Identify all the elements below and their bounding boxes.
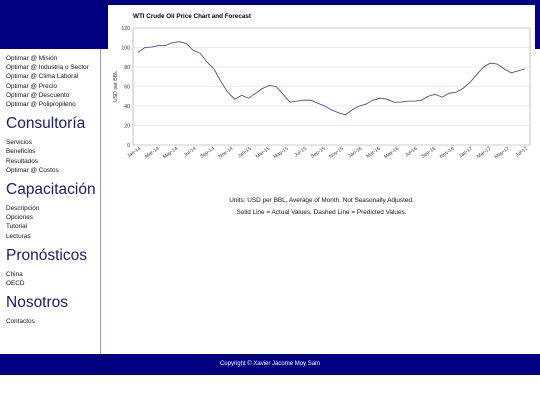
x-tick-label: Mar-15 — [255, 146, 272, 160]
sidebar-section: Nosotros Contactos — [6, 293, 100, 326]
y-tick-label: 120 — [121, 26, 130, 32]
footer: Copyright © Xavier Jácome Moy Sam — [0, 354, 540, 375]
x-tick-label: May-16 — [383, 146, 400, 161]
sidebar-link[interactable]: Resultados — [6, 157, 38, 165]
y-tick-label: 40 — [124, 104, 130, 110]
optimize-link[interactable]: Optimar @ Descuento — [6, 91, 70, 99]
section-heading[interactable]: Nosotros — [6, 294, 69, 312]
x-tick-label: Mar-16 — [365, 146, 382, 160]
x-tick-label: Sep-16 — [420, 146, 437, 160]
sidebar-link[interactable]: Optimar @ Costos — [6, 166, 59, 174]
x-tick-label: Jul-15 — [293, 146, 308, 159]
optimize-link[interactable]: Optimar @ Precio — [6, 82, 57, 90]
copyright-text: Copyright © Xavier Jácome Moy Sam — [219, 361, 321, 367]
sidebar-link[interactable]: Descripción — [6, 205, 40, 213]
x-tick-label: Sep-14 — [199, 146, 216, 160]
sidebar-section: Capacitación Descripción Opciones Tutorial L… — [6, 180, 100, 241]
x-tick-label: Jan-15 — [237, 146, 253, 160]
section-heading[interactable]: Pronósticos — [6, 246, 87, 264]
line-legend-note: Solid Line = Actual Values. Dashed Line … — [236, 209, 407, 216]
y-axis-label: USD per BBL — [113, 71, 119, 102]
section-heading[interactable]: Capacitación — [6, 181, 96, 199]
x-tick-label: Jan-16 — [347, 146, 363, 160]
x-tick-label: May-17 — [494, 146, 511, 161]
x-tick-label: Jul-14 — [183, 146, 198, 159]
sidebar: Optimar @ Misión Optimar @ Industria o Se… — [0, 49, 101, 354]
sidebar-sections: Consultoría Servicios Beneficios Resultados… — [6, 114, 100, 326]
x-tick-label: Jan-17 — [458, 146, 474, 160]
x-tick-label: Jul-17 — [515, 146, 530, 159]
main-content: WTI Crude Oil Price Chart and Forecast 0… — [108, 5, 535, 354]
chart-title: WTI Crude Oil Price Chart and Forecast — [133, 13, 251, 20]
sidebar-section: Consultoría Servicios Beneficios Resultados… — [6, 114, 100, 175]
sidebar-link[interactable]: OECD — [6, 280, 25, 288]
optimize-link[interactable]: Optimar @ Industria o Sector — [6, 64, 89, 72]
x-tick-label: Mar-17 — [476, 146, 493, 160]
sidebar-link[interactable]: Contactos — [6, 318, 35, 326]
price-series-line — [137, 41, 526, 116]
optimize-link[interactable]: Optimar @ Clima Laboral — [6, 73, 79, 81]
y-tick-label: 20 — [124, 124, 130, 130]
x-tick-label: Jul-16 — [404, 146, 419, 159]
section-heading[interactable]: Consultoría — [6, 115, 86, 133]
sidebar-section: Pronósticos China OECD — [6, 246, 100, 288]
x-tick-label: Mar-14 — [144, 146, 161, 160]
x-tick-label: Nov-16 — [439, 146, 456, 160]
y-tick-label: 80 — [124, 65, 130, 71]
sidebar-link[interactable]: China — [6, 270, 23, 278]
x-tick-label: Nov-14 — [218, 146, 235, 160]
x-tick-label: May-15 — [272, 146, 289, 161]
sidebar-link[interactable]: Opciones — [6, 214, 33, 222]
x-tick-label: May-14 — [162, 146, 179, 161]
y-tick-label: 60 — [124, 85, 130, 91]
sidebar-link[interactable]: Servicios — [6, 139, 32, 147]
y-tick-label: 0 — [127, 143, 130, 149]
optimize-link[interactable]: Optimar @ Misión — [6, 55, 58, 62]
sidebar-link[interactable]: Lecturas — [6, 232, 31, 240]
sidebar-link[interactable]: Beneficios — [6, 148, 36, 156]
optimize-links: Optimar @ Misión Optimar @ Industria o Se… — [6, 54, 100, 109]
page-bottom — [0, 375, 540, 405]
x-tick-label: Nov-15 — [328, 146, 345, 160]
optimize-link[interactable]: Optimar @ Polipropileno — [6, 101, 76, 109]
sidebar-link[interactable]: Tutorial — [6, 223, 28, 231]
x-tick-label: Sep-15 — [310, 146, 327, 160]
y-tick-label: 100 — [121, 46, 130, 52]
units-note: Units: USD per BBL, Average of Month. No… — [229, 197, 414, 204]
